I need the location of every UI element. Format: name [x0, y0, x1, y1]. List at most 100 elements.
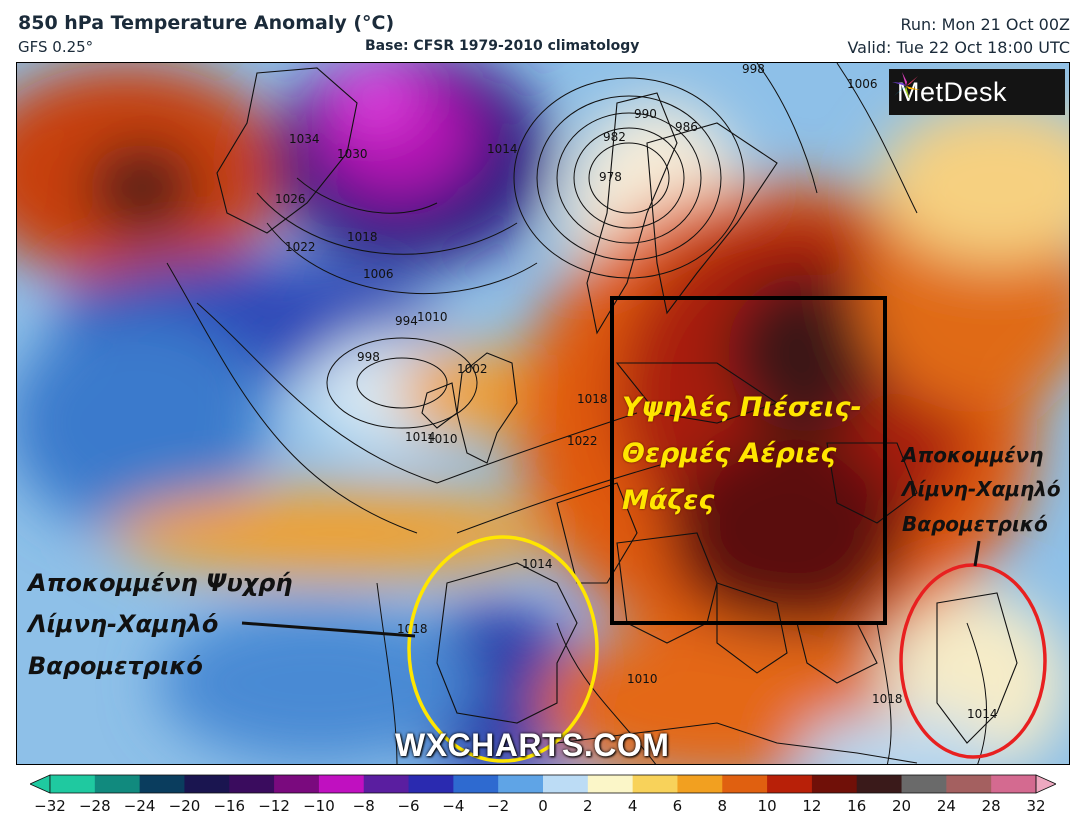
anomaly-map-canvas: 1034 1030 1026 1022 1018 1014 1010 1006 …: [17, 63, 1069, 764]
colorbar-cells: [30, 774, 1056, 794]
colorbar-cell: [139, 775, 185, 793]
isobar-label: 1026: [275, 192, 306, 206]
isobar-label: 1022: [567, 434, 598, 448]
high-pressure-annotation: Υψηλές Πιέσεις- Θερμές Αέριες Μάζες: [622, 385, 862, 524]
isobar-lines: [166, 63, 988, 764]
isobar-label: 998: [357, 350, 380, 364]
colorbar-tick-label: 24: [936, 797, 956, 815]
colorbar-cell: [587, 775, 634, 793]
isobar-label: 1022: [285, 240, 316, 254]
colorbar-cell: [856, 775, 903, 793]
run-time-label: Run: Mon 21 Oct 00Z: [900, 15, 1071, 34]
isobar-label: 1014: [967, 707, 998, 721]
isobar-label: 982: [603, 130, 626, 144]
colorbar-cell: [632, 775, 678, 793]
isobar-label: 1030: [337, 147, 368, 161]
colorbar-max-arrow: [1035, 774, 1056, 794]
isobar-label: 1002: [457, 362, 488, 376]
isobar-label: 1018: [872, 692, 903, 706]
colorbar-tick-label: 32: [1026, 797, 1046, 815]
annotation-line: Βαρομετρικό: [902, 511, 1048, 536]
isobar-label: 1006: [363, 267, 394, 281]
colorbar-cell: [991, 775, 1037, 793]
isobar-label: 1018: [397, 622, 428, 636]
colorbar-tick-label: 20: [891, 797, 912, 815]
colorbar-tick-label: 12: [802, 797, 822, 815]
isobar-label: 1014: [487, 142, 518, 156]
colorbar-cell: [184, 775, 230, 793]
isobar-label: 1010: [417, 310, 448, 324]
west-pointer-line: [241, 621, 416, 638]
colorbar: [30, 774, 1056, 794]
colorbar-tick-label: 6: [672, 797, 683, 815]
west-low-annotation: Αποκομμένη Ψυχρή Λίμνη-Χαμηλό Βαρομετρικ…: [28, 563, 292, 687]
isobar-label: 1014: [522, 557, 553, 571]
annotation-line: Λίμνη-Χαμηλό: [902, 477, 1061, 502]
colorbar-tick-label: −32: [34, 797, 66, 815]
colorbar-tick-label: 16: [847, 797, 867, 815]
anomaly-map: 1034 1030 1026 1022 1018 1014 1010 1006 …: [16, 62, 1070, 765]
isobar-label: 978: [599, 170, 622, 184]
colorbar-tick-label: 2: [583, 797, 593, 815]
colorbar-tick-label: 0: [538, 797, 548, 815]
colorbar-cell: [946, 775, 992, 793]
valid-time-label: Valid: Tue 22 Oct 18:00 UTC: [847, 38, 1070, 57]
colorbar-cell: [274, 775, 320, 793]
colorbar-tick-label: 8: [717, 797, 728, 815]
colorbar-cell: [722, 775, 768, 793]
colorbar-cell: [94, 775, 141, 793]
colorbar-tick-label: −24: [123, 797, 156, 815]
colorbar-cell: [453, 775, 499, 793]
isobar-label: 998: [742, 63, 765, 76]
wxcharts-watermark: WXCHARTS.COM: [395, 727, 670, 763]
colorbar-min-arrow: [30, 774, 51, 794]
colorbar-cell: [767, 775, 813, 793]
east-low-ellipse: [899, 563, 1047, 759]
colorbar-cell: [408, 775, 454, 793]
isobar-label: 1018: [577, 392, 608, 406]
annotation-line: Λίμνη-Χαμηλό: [28, 610, 219, 639]
isobar-label: 1018: [347, 230, 378, 244]
metdesk-logo: MetDesk: [889, 69, 1065, 115]
annotation-line: Αποκομμένη Ψυχρή: [28, 569, 293, 597]
colorbar-tick-label: −4: [442, 797, 465, 815]
isobar-label: 1034: [289, 132, 320, 146]
climatology-base-label: Base: CFSR 1979-2010 climatology: [365, 38, 640, 54]
colorbar-cell: [677, 775, 723, 793]
isobar-label: 994: [395, 314, 418, 328]
colorbar-tick-label: −8: [352, 797, 375, 815]
annotation-line: Θερμές Αέριες: [622, 438, 837, 470]
colorbar-tick-label: −2: [487, 797, 510, 815]
colorbar-tick-label: −10: [303, 797, 335, 815]
isobar-label: 1010: [627, 672, 658, 686]
isobar-label: 986: [675, 120, 698, 134]
colorbar-tick-label: −20: [168, 797, 201, 815]
annotation-line: Μάζες: [622, 484, 715, 516]
east-pointer-line: [973, 540, 981, 567]
colorbar-outline: [49, 774, 1037, 794]
metdesk-pinwheel-icon: [892, 72, 920, 100]
logo-text: MetDesk: [897, 76, 1008, 107]
east-low-annotation: Αποκομμένη Λίμνη-Χαμηλό Βαρομετρικό: [902, 438, 1061, 541]
model-label: GFS 0.25°: [18, 38, 94, 56]
colorbar-tick-label: −16: [213, 797, 246, 815]
annotation-line: Βαρομετρικό: [28, 651, 203, 680]
colorbar-cell: [363, 775, 410, 793]
colorbar-tick-label: 4: [627, 797, 638, 815]
west-low-ellipse: [407, 535, 599, 763]
isobar-label: 1006: [847, 77, 878, 91]
annotation-line: Αποκομμένη: [902, 443, 1044, 467]
colorbar-cell: [229, 775, 275, 793]
colorbar-cell: [498, 775, 544, 793]
annotation-line: Υψηλές Πιέσεις-: [622, 392, 862, 423]
colorbar-cell: [811, 775, 858, 793]
colorbar-cell: [901, 775, 947, 793]
colorbar-tick-label: −28: [78, 797, 111, 815]
isobar-label: 990: [634, 107, 657, 121]
colorbar-cell: [50, 775, 96, 793]
isobar-labels: 1034 1030 1026 1022 1018 1014 1010 1006 …: [275, 63, 998, 721]
isobar-label: 1014: [405, 430, 436, 444]
colorbar-cell: [318, 775, 365, 793]
colorbar-cell: [543, 775, 589, 793]
high-pressure-box: [610, 296, 887, 625]
